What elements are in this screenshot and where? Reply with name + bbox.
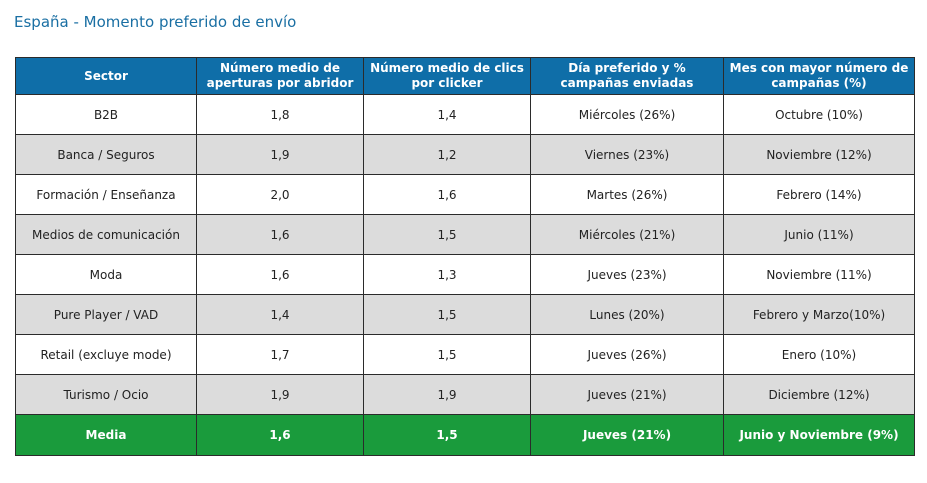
cell-clics: 1,9 bbox=[363, 374, 531, 415]
header-mes-mayor: Mes con mayor número de campañas (%) bbox=[723, 57, 915, 95]
header-dia-preferido: Día preferido y % campañas enviadas bbox=[530, 57, 724, 95]
cell-dia: Jueves (21%) bbox=[530, 374, 724, 415]
header-clics: Número medio de clics por clicker bbox=[363, 57, 531, 95]
cell-mes: Noviembre (12%) bbox=[723, 134, 915, 175]
cell-dia: Miércoles (26%) bbox=[530, 94, 724, 135]
cell-aperturas: 1,6 bbox=[196, 254, 364, 295]
table-row: Moda 1,6 1,3 Jueves (23%) Noviembre (11%) bbox=[15, 254, 915, 295]
cell-clics: 1,3 bbox=[363, 254, 531, 295]
table-row: Turismo / Ocio 1,9 1,9 Jueves (21%) Diciembr… bbox=[15, 374, 915, 415]
cell-aperturas: 1,6 bbox=[196, 214, 364, 255]
header-aperturas: Número medio de aperturas por abridor bbox=[196, 57, 364, 95]
cell-clics: 1,6 bbox=[363, 174, 531, 215]
cell-aperturas: 1,4 bbox=[196, 294, 364, 335]
table-row: Formación / Enseñanza 2,0 1,6 Martes (26%) F… bbox=[15, 174, 915, 215]
cell-clics: 1,5 bbox=[363, 294, 531, 335]
cell-mes: Noviembre (11%) bbox=[723, 254, 915, 295]
footer-cell-clics: 1,5 bbox=[363, 414, 531, 456]
table-row: B2B 1,8 1,4 Miércoles (26%) Octubre (10%) bbox=[15, 94, 915, 135]
cell-sector: Moda bbox=[15, 254, 197, 295]
cell-dia: Martes (26%) bbox=[530, 174, 724, 215]
cell-mes: Diciembre (12%) bbox=[723, 374, 915, 415]
cell-sector: Turismo / Ocio bbox=[15, 374, 197, 415]
cell-dia: Jueves (23%) bbox=[530, 254, 724, 295]
table-row: Banca / Seguros 1,9 1,2 Viernes (23%) Noviem… bbox=[15, 134, 915, 175]
cell-clics: 1,5 bbox=[363, 214, 531, 255]
cell-sector: Banca / Seguros bbox=[15, 134, 197, 175]
footer-row-media: Media 1,6 1,5 Jueves (21%) Junio y Novie… bbox=[15, 414, 915, 456]
footer-cell-mes: Junio y Noviembre (9%) bbox=[723, 414, 915, 456]
table-row: Retail (excluye mode) 1,7 1,5 Jueves (26%) E… bbox=[15, 334, 915, 375]
header-row: Sector Número medio de aperturas por abr… bbox=[15, 57, 915, 95]
footer-cell-dia: Jueves (21%) bbox=[530, 414, 724, 456]
cell-mes: Febrero y Marzo(10%) bbox=[723, 294, 915, 335]
table-header: Sector Número medio de aperturas por abr… bbox=[15, 57, 915, 95]
cell-sector: Retail (excluye mode) bbox=[15, 334, 197, 375]
cell-aperturas: 2,0 bbox=[196, 174, 364, 215]
cell-dia: Lunes (20%) bbox=[530, 294, 724, 335]
cell-aperturas: 1,9 bbox=[196, 134, 364, 175]
table-row: Pure Player / VAD 1,4 1,5 Lunes (20%) Febrer… bbox=[15, 294, 915, 335]
cell-sector: Formación / Enseñanza bbox=[15, 174, 197, 215]
data-table: Sector Número medio de aperturas por abr… bbox=[15, 57, 915, 456]
table-row: Medios de comunicación 1,6 1,5 Miércoles (2… bbox=[15, 214, 915, 255]
footer-cell-aperturas: 1,6 bbox=[196, 414, 364, 456]
cell-sector: Medios de comunicación bbox=[15, 214, 197, 255]
footer-cell-sector: Media bbox=[15, 414, 197, 456]
cell-dia: Viernes (23%) bbox=[530, 134, 724, 175]
cell-aperturas: 1,9 bbox=[196, 374, 364, 415]
table-footer: Media 1,6 1,5 Jueves (21%) Junio y Novie… bbox=[15, 414, 915, 456]
cell-sector: B2B bbox=[15, 94, 197, 135]
cell-aperturas: 1,7 bbox=[196, 334, 364, 375]
page-title: España - Momento preferido de envío bbox=[14, 13, 297, 31]
cell-aperturas: 1,8 bbox=[196, 94, 364, 135]
cell-clics: 1,5 bbox=[363, 334, 531, 375]
header-sector: Sector bbox=[15, 57, 197, 95]
table-body: B2B 1,8 1,4 Miércoles (26%) Octubre (10%) Ban… bbox=[15, 94, 915, 415]
cell-sector: Pure Player / VAD bbox=[15, 294, 197, 335]
cell-clics: 1,2 bbox=[363, 134, 531, 175]
cell-dia: Miércoles (21%) bbox=[530, 214, 724, 255]
cell-mes: Octubre (10%) bbox=[723, 94, 915, 135]
cell-clics: 1,4 bbox=[363, 94, 531, 135]
cell-mes: Enero (10%) bbox=[723, 334, 915, 375]
cell-dia: Jueves (26%) bbox=[530, 334, 724, 375]
cell-mes: Febrero (14%) bbox=[723, 174, 915, 215]
cell-mes: Junio (11%) bbox=[723, 214, 915, 255]
